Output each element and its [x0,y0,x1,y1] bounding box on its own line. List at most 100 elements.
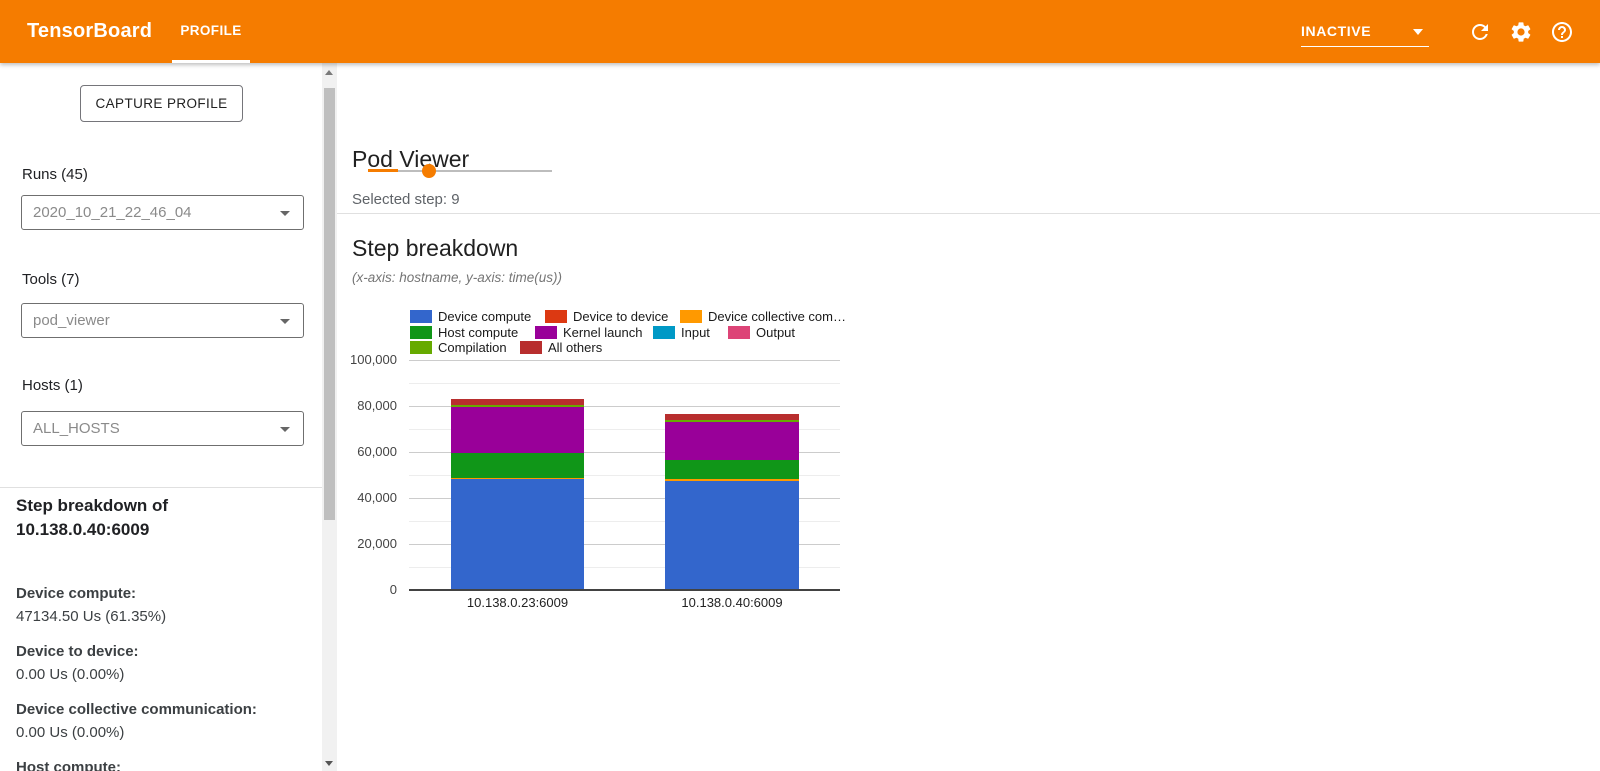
x-axis-category-label: 10.138.0.40:6009 [681,594,783,610]
legend-item-kernel-launch: Kernel launch [535,324,643,340]
sidebar: CAPTURE PROFILE Runs (45) 2020_10_21_22_… [0,63,322,771]
hosts-select-value: ALL_HOSTS [33,420,120,437]
stat-item: Device to device: 0.00 Us (0.00%) [16,640,316,686]
legend-item-host-compute: Host compute [410,325,518,340]
stat-item: Device compute: 47134.50 Us (61.35%) [16,582,316,628]
minor-gridline [409,474,840,476]
bar-segment-device-collective-communication[interactable] [665,479,799,482]
bar-segment-kernel-launch[interactable] [665,421,799,460]
legend-label: Device to device [573,309,669,324]
slider-track[interactable] [368,170,552,172]
bar-segment-device-compute[interactable] [451,479,584,590]
legend-swatch [545,310,567,323]
app-title: TensorBoard [27,20,153,42]
legend-label: Compilation [438,340,507,355]
stat-value: 0.00 Us (0.00%) [16,724,125,741]
bar-segment-device-collective-communication[interactable] [451,477,584,480]
legend-swatch [410,325,432,339]
stat-item: Host compute: [16,756,316,771]
legend-item-device-to-device: Device to device [545,309,669,324]
divider [337,213,1600,214]
refresh-icon[interactable] [1468,20,1492,44]
step-slider[interactable] [368,162,552,180]
header-actions: INACTIVE [1301,0,1574,63]
legend-swatch [680,310,702,323]
bar-segment-compilation[interactable] [451,404,584,408]
y-axis-tick-label: 0 [389,581,397,597]
tools-label: Tools (7) [22,271,80,288]
tools-select[interactable]: pod_viewer [21,303,304,338]
legend-label: All others [548,340,603,355]
axis-note: (x-axis: hostname, y-axis: time(us)) [352,270,563,285]
sidebar-scrollbar[interactable] [322,63,337,771]
legend-swatch [520,341,542,354]
legend-item-device-compute: Device compute [410,309,532,324]
bar-segment-all-others[interactable] [451,399,584,405]
bar-segment-compilation[interactable] [665,419,799,422]
major-gridline [409,360,840,361]
breakdown-stats-list: Device compute: 47134.50 Us (61.35%) Devic… [16,582,316,771]
help-icon[interactable] [1550,20,1574,44]
bar-segment-host-compute[interactable] [665,459,799,480]
x-axis-category-label: 10.138.0.23:6009 [466,594,569,610]
minor-gridline [409,566,840,568]
legend-label: Output [756,324,796,340]
legend-item-compilation: Compilation [410,340,507,355]
legend-swatch [410,341,432,354]
runs-select-value: 2020_10_21_22_46_04 [33,204,192,221]
stat-label: Device compute: [16,585,137,602]
legend-item-output: Output [728,324,796,340]
major-gridline [409,497,840,499]
stat-label: Device to device: [16,643,139,660]
runs-select[interactable]: 2020_10_21_22_46_04 [21,195,304,230]
major-gridline [409,451,840,453]
legend-swatch [410,310,432,323]
runs-label: Runs (45) [22,166,88,183]
bar-segment-all-others[interactable] [665,414,799,420]
top-app-bar: TensorBoard PROFILE INACTIVE [0,0,1600,63]
tools-select-value: pod_viewer [33,312,110,329]
scroll-up-icon[interactable] [325,70,333,75]
minor-gridline [409,520,840,522]
status-dropdown[interactable]: INACTIVE [1301,17,1429,47]
stat-value: 47134.50 Us (61.35%) [16,608,167,625]
tab-profile[interactable]: PROFILE [172,0,250,63]
stat-value: 0.00 Us (0.00%) [16,666,125,683]
minor-gridline [409,382,840,384]
bar-segment-kernel-launch[interactable] [451,407,584,454]
step-breakdown-chart: 0 20,000 40,000 60,000 80,000 100,000 10.138.0… [337,63,1600,771]
hosts-select[interactable]: ALL_HOSTS [21,411,304,446]
stat-label: Device collective communication: [16,701,257,718]
y-axis-tick-label: 40,000 [357,489,397,505]
settings-gear-icon[interactable] [1509,20,1533,44]
slider-fill [368,169,398,172]
scrollbar-thumb[interactable] [324,88,335,520]
capture-profile-button[interactable]: CAPTURE PROFILE [80,85,243,122]
legend-label: Device compute [438,309,532,324]
legend-swatch [728,325,750,339]
bar-segment-host-compute[interactable] [451,453,584,478]
stat-item: Device collective communication: 0.00 Us … [16,698,316,744]
y-axis-tick-label: 80,000 [357,397,397,413]
chevron-down-icon [280,319,290,324]
chevron-down-icon [280,211,290,216]
selected-step-label: Selected step: 9 [352,191,460,208]
legend-label: Device collective com… [708,309,846,324]
y-axis-tick-label: 60,000 [357,443,397,459]
breakdown-detail-title: Step breakdown of 10.138.0.40:6009 [16,496,169,539]
legend-item-device-collective-communication: Device collective com… [680,309,846,324]
page-title: Pod Viewer [352,146,470,172]
chevron-down-icon [1413,28,1423,35]
major-gridline [409,405,840,407]
major-gridline [409,543,840,545]
status-dropdown-value: INACTIVE [1301,23,1372,39]
slider-thumb[interactable] [422,164,436,178]
scroll-down-icon[interactable] [325,761,333,766]
y-axis-tick-label: 100,000 [350,352,397,367]
hosts-label: Hosts (1) [22,377,83,394]
legend-label: Input [681,324,710,340]
legend-label: Kernel launch [563,324,643,340]
bar-segment-device-compute[interactable] [665,481,799,590]
divider [0,487,322,488]
